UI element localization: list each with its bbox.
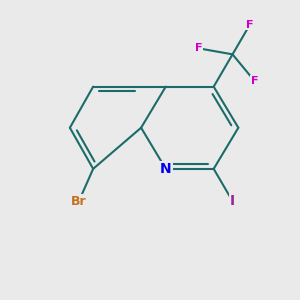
Text: F: F — [195, 43, 202, 53]
Text: I: I — [230, 194, 235, 208]
Text: Br: Br — [71, 195, 86, 208]
Text: F: F — [251, 76, 258, 86]
Text: N: N — [160, 162, 172, 176]
Text: F: F — [246, 20, 254, 29]
